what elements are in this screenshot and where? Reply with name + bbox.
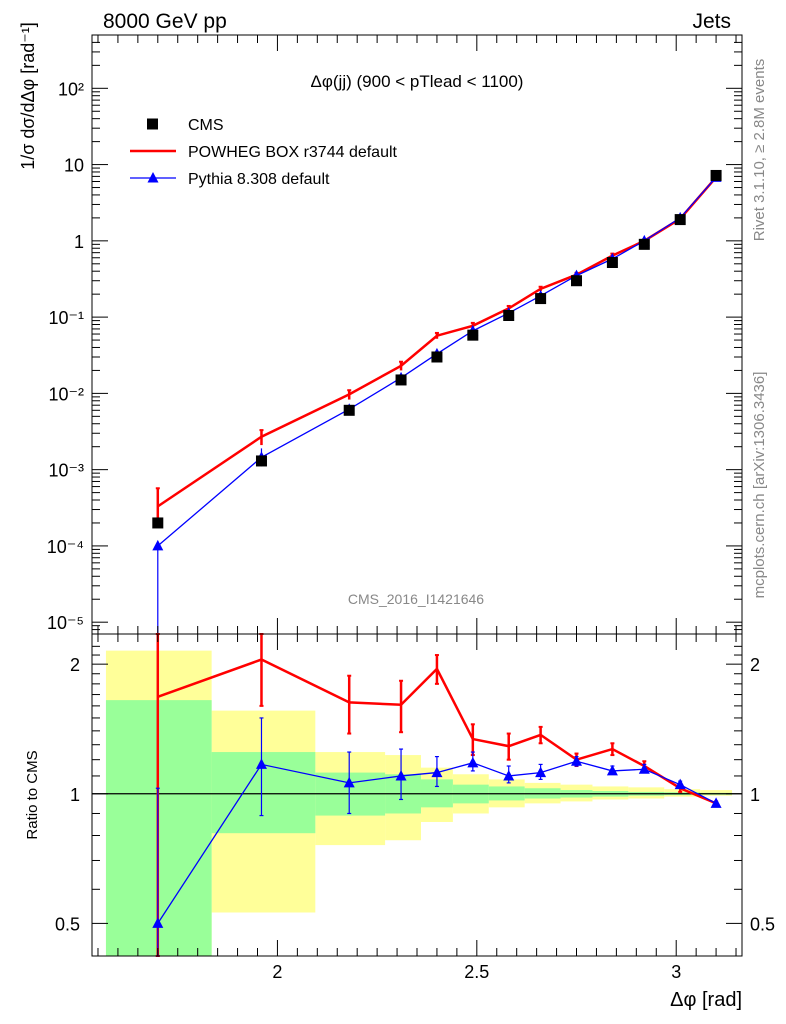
main-ylabel: 1/σ dσ/dΔφ [rad⁻¹] (18, 22, 38, 169)
ratio-y-tick-label-right: 0.5 (750, 914, 775, 934)
ratio-point (674, 778, 686, 790)
ratio-ylabel-text: Ratio to CMS (24, 750, 41, 839)
ratio-series-1 (152, 717, 722, 957)
ratio-point (431, 766, 443, 778)
ratio-point (571, 755, 583, 766)
x-tick-label: 3 (671, 962, 681, 982)
ratio-y-tick-label-right: 1 (750, 785, 760, 805)
data-point (638, 238, 650, 250)
ratio-point (343, 776, 355, 788)
ratio-point (535, 766, 547, 778)
ratio-point (152, 917, 164, 928)
series-line (157, 176, 718, 508)
legend: CMS POWHEG BOX r3744 default Pythia 8.308 … (130, 117, 398, 188)
y-tick-label: 1 (74, 232, 84, 252)
ratio-point (503, 769, 515, 781)
data-point (571, 275, 583, 287)
ratio-y-tick-label-right: 2 (750, 655, 760, 675)
x-tick-label: 2 (272, 962, 282, 982)
data-point (467, 329, 479, 341)
series-0 (152, 169, 722, 529)
ratio-point (606, 764, 618, 776)
legend-label: CMS (188, 117, 224, 134)
data-point (503, 309, 515, 321)
series-2 (152, 171, 722, 634)
data-point (674, 214, 686, 226)
legend-label: Pythia 8.308 default (188, 171, 330, 188)
ratio-point (395, 769, 407, 781)
y-tick-label: 10 (64, 156, 84, 176)
y-tick-label: 10⁻¹ (48, 308, 84, 328)
ratio-y-tick-label: 0.5 (55, 914, 80, 934)
x-tick-label: 2.5 (464, 962, 489, 982)
mcplots-label: mcplots.cern.ch [arXiv:1306.3436] (751, 372, 768, 599)
analysis-id: CMS_2016_I1421646 (348, 591, 484, 607)
data-point (152, 517, 164, 529)
ratio-point (255, 758, 267, 769)
ratio-point (467, 756, 479, 768)
ratio-ylabel: Ratio to CMS (24, 750, 41, 839)
data-point (431, 351, 443, 363)
rivet-label: Rivet 3.1.10, ≥ 2.8M events (751, 59, 768, 242)
data-point (255, 455, 267, 467)
data-point (606, 257, 618, 269)
ratio-point (710, 797, 722, 808)
data-point (343, 404, 355, 416)
ratio-plot-panel: 0.5 0.5 1 1 2 2 2 2.5 3 (55, 633, 775, 982)
legend-marker (147, 118, 158, 130)
y-tick-label: 10² (58, 79, 84, 99)
data-point (710, 169, 722, 181)
data-point (152, 539, 164, 551)
rivet-label-text: Rivet 3.1.10, ≥ 2.8M events (751, 59, 768, 242)
y-tick-label: 10⁻³ (48, 461, 84, 481)
header-left: 8000 GeV pp (103, 10, 227, 33)
legend-label: POWHEG BOX r3744 default (188, 144, 398, 161)
data-point (535, 293, 547, 305)
ratio-xlabel: Δφ [rad] (670, 989, 742, 1011)
y-tick-label: 10⁻⁴ (47, 537, 84, 557)
mcplots-label-text: mcplots.cern.ch [arXiv:1306.3436] (751, 372, 768, 599)
plot-title: Δφ(jj) (900 < pTlead < 1100) (311, 72, 524, 91)
data-point (395, 374, 407, 386)
main-plot-panel: 10⁻⁵ 10⁻⁴ 10⁻³ 10⁻² 10⁻¹ 1 10 10² Δφ(jj) (900 <… (47, 34, 743, 635)
ratio-y-tick-label: 2 (70, 655, 80, 675)
ratio-y-tick-label: 1 (70, 785, 80, 805)
header-right: Jets (692, 10, 731, 33)
ratio-point (638, 763, 650, 774)
legend-marker (147, 172, 159, 183)
y-tick-label: 10⁻⁵ (47, 613, 84, 633)
y-tick-label: 10⁻² (48, 384, 84, 404)
main-ylabel-text: 1/σ dσ/dΔφ [rad⁻¹] (18, 22, 38, 169)
